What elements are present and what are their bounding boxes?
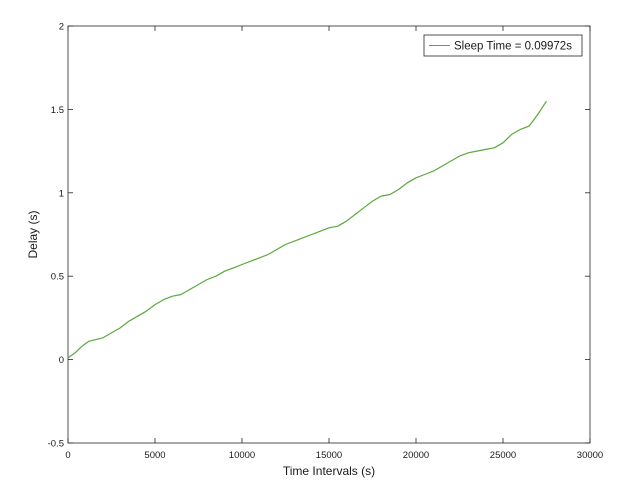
y-axis-label: Delay (s) [26, 210, 40, 258]
x-tick-label: 30000 [577, 450, 603, 461]
y-tick-label: 2 [59, 22, 64, 33]
y-tick-label: -0.5 [48, 439, 64, 450]
x-tick-label: 15000 [316, 450, 342, 461]
legend-label: Sleep Time = 0.09972s [454, 41, 572, 53]
x-tick-label: 5000 [144, 450, 165, 461]
x-axis-ticks: 0 5000 10000 15000 20000 25000 30000 [65, 26, 603, 461]
y-tick-label: 1 [59, 188, 64, 199]
y-tick-label: 0 [59, 355, 64, 366]
x-tick-label: 0 [65, 450, 70, 461]
series-layer [67, 100, 548, 359]
legend-box [423, 34, 583, 57]
x-tick-label: 25000 [490, 450, 516, 461]
x-axis-label: Time Intervals (s) [283, 464, 375, 478]
y-axis-ticks: -0.5 0 0.5 1 1.5 2 [48, 22, 590, 450]
series-line [67, 100, 548, 359]
legend: Sleep Time = 0.09972s [423, 34, 583, 57]
y-tick-label: 1.5 [51, 105, 64, 116]
x-tick-label: 20000 [403, 450, 429, 461]
x-tick-label: 10000 [229, 450, 255, 461]
y-tick-label: 0.5 [51, 272, 64, 283]
